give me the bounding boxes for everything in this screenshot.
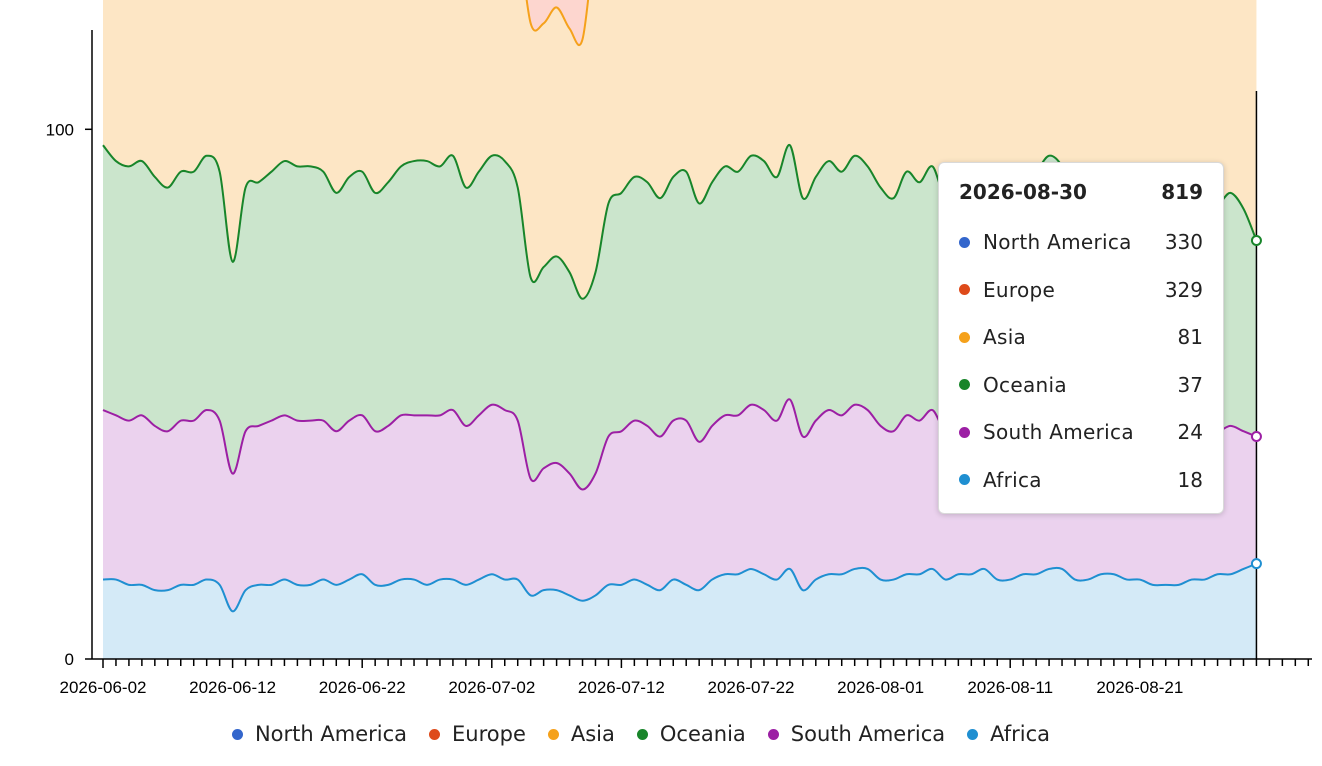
- x-tick-label: 2026-07-02: [448, 678, 535, 697]
- y-tick-label: 100: [46, 120, 74, 139]
- tooltip-series-name: Africa: [983, 467, 1042, 492]
- x-tick-label: 2026-07-22: [708, 678, 795, 697]
- tooltip-dot-icon: [959, 379, 970, 390]
- y-tick-label: 0: [65, 650, 74, 669]
- tooltip-series-name: Oceania: [983, 372, 1067, 397]
- legend-dot-icon: [231, 728, 243, 740]
- tooltip-series-value: 330: [1164, 230, 1203, 254]
- tooltip-dot-icon: [959, 474, 970, 485]
- legend-dot-icon: [967, 728, 979, 740]
- area-asia: [103, 0, 1257, 299]
- legend-label: South America: [790, 722, 946, 746]
- legend-dot-icon: [767, 728, 779, 740]
- marker-south-america: [1250, 431, 1262, 443]
- tooltip-row: Oceania 37: [959, 370, 1203, 400]
- axes: 01002003004005006007008009001,0001,10020…: [46, 30, 1312, 697]
- tooltip-row: South America 24: [959, 417, 1203, 447]
- x-tick-label: 2026-08-21: [1096, 678, 1183, 697]
- x-tick-label: 2026-08-01: [837, 678, 924, 697]
- tooltip-dot-icon: [959, 236, 970, 248]
- tooltip-row: Asia 81: [959, 322, 1203, 352]
- hover-markers: [1250, 91, 1262, 659]
- tooltip-series-name: Asia: [983, 325, 1027, 349]
- legend-item-north-america[interactable]: North America: [231, 722, 408, 746]
- tooltip-series-name: North America: [983, 230, 1132, 254]
- legend-item-africa[interactable]: Africa: [967, 722, 1050, 746]
- area-africa: [103, 563, 1257, 659]
- legend-label: Europe: [452, 722, 526, 746]
- legend: North America Europe Asia Oceania South Amer…: [0, 722, 1282, 746]
- tooltip-row: Europe 329: [959, 275, 1203, 305]
- legend-item-asia[interactable]: Asia: [547, 722, 615, 746]
- legend-item-oceania[interactable]: Oceania: [636, 722, 746, 746]
- tooltip-series-value: 81: [1177, 325, 1203, 349]
- x-tick-label: 2026-06-12: [189, 678, 276, 697]
- tooltip-series-value: 329: [1164, 277, 1203, 302]
- x-tick-label: 2026-06-22: [319, 678, 406, 697]
- tooltip-series-value: 24: [1177, 420, 1203, 444]
- line-africa: [102, 562, 1257, 613]
- legend-label: Oceania: [659, 722, 746, 746]
- tooltip-dot-icon: [959, 284, 970, 295]
- legend-label: Africa: [990, 722, 1051, 746]
- legend-item-south-america[interactable]: South America: [767, 722, 946, 746]
- tooltip-dot-icon: [959, 426, 970, 438]
- tooltip: 2026-08-30 819 North America 330 Europe 329…: [938, 162, 1224, 514]
- x-tick-label: 2026-08-11: [967, 678, 1053, 697]
- tooltip-header: 2026-08-30 819: [959, 180, 1203, 210]
- tooltip-series-value: 37: [1177, 372, 1203, 397]
- tooltip-series-name: Europe: [983, 277, 1056, 302]
- marker-africa: [1250, 558, 1262, 570]
- legend-dot-icon: [636, 728, 648, 740]
- legend-dot-icon: [429, 728, 441, 740]
- tooltip-dot-icon: [959, 331, 970, 343]
- tooltip-row: North America 330: [959, 227, 1203, 257]
- tooltip-series-name: South America: [983, 420, 1134, 444]
- legend-item-europe[interactable]: Europe: [429, 722, 526, 746]
- legend-label: North America: [254, 722, 408, 746]
- x-tick-label: 2026-06-02: [60, 678, 147, 697]
- tooltip-row: Africa 18: [959, 465, 1203, 495]
- tooltip-total: 819: [1161, 180, 1203, 204]
- legend-dot-icon: [547, 728, 559, 740]
- legend-label: Asia: [570, 722, 615, 746]
- tooltip-date: 2026-08-30: [959, 180, 1087, 204]
- x-tick-label: 2026-07-12: [578, 678, 665, 697]
- tooltip-series-value: 18: [1177, 467, 1203, 492]
- marker-oceania: [1250, 235, 1262, 247]
